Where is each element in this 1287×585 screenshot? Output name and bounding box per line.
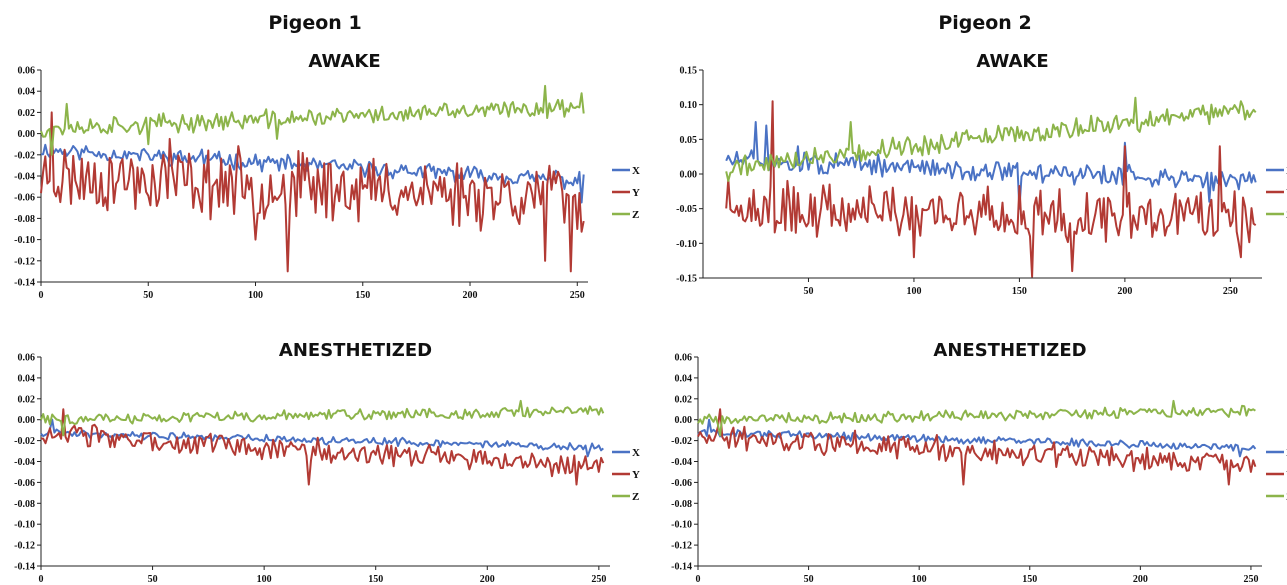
y-tick-label: -0.08 <box>671 499 692 510</box>
x-tick-label: 100 <box>912 574 927 585</box>
x-tick-label: 200 <box>1133 574 1148 585</box>
chart-panel-pigeon-2-awake: AWAKE -0.15 -0.10 -0.05 0.00 0.05 0.10 0.15 50 10… <box>676 51 1287 297</box>
x-tick-label: 200 <box>480 574 495 585</box>
y-tick-label: 0.00 <box>18 129 36 140</box>
chart-panel-pigeon-1-anesthetized: ANESTHETIZED -0.14 -0.12 -0.10 -0.08 -0.06 -0.… <box>14 340 640 585</box>
x-tick-label: 50 <box>804 574 814 585</box>
column-title-pigeon-1: Pigeon 1 <box>268 12 361 34</box>
x-tick-label: 100 <box>248 290 263 301</box>
x-tick-label: 150 <box>368 574 383 585</box>
y-tick-label: 0.02 <box>675 394 693 405</box>
y-tick-label: -0.12 <box>14 256 35 267</box>
series-line-y <box>697 408 1257 486</box>
x-tick-label: 50 <box>148 574 158 585</box>
x-tick-label: 150 <box>355 290 370 301</box>
y-tick-label: 0.00 <box>18 415 36 426</box>
y-tick-label: -0.06 <box>14 478 35 489</box>
y-tick-label: -0.02 <box>14 436 35 447</box>
x-tick-label: 0 <box>39 574 44 585</box>
y-tick-label: -0.08 <box>14 214 35 225</box>
series-line-y <box>725 100 1257 278</box>
legend-label-x: X <box>632 447 640 459</box>
chart-panel-pigeon-1-awake: AWAKE -0.14 -0.12 -0.10 -0.08 -0.06 -0.04 -0.02… <box>14 51 640 301</box>
y-tick-label: 0.02 <box>18 108 36 119</box>
y-tick-label: -0.06 <box>14 193 35 204</box>
x-tick-label: 250 <box>1243 574 1258 585</box>
x-tick-label: 0 <box>696 574 701 585</box>
chart-panel-pigeon-2-anesthetized: ANESTHETIZED -0.14 -0.12 -0.10 -0.08 -0.06 -0.… <box>671 340 1287 585</box>
y-tick-label: -0.04 <box>14 172 35 183</box>
x-tick-label: 0 <box>39 290 44 301</box>
y-tick-label: 0.02 <box>18 394 36 405</box>
x-tick-label: 150 <box>1022 574 1037 585</box>
x-tick-label: 100 <box>906 286 921 297</box>
series-line-y <box>40 408 605 486</box>
y-tick-label: -0.10 <box>14 520 35 531</box>
series-line-x <box>697 418 1257 458</box>
x-tick-label: 250 <box>570 290 585 301</box>
y-tick-label: -0.02 <box>14 150 35 161</box>
legend-label-y: Y <box>632 469 640 481</box>
panel-title: ANESTHETIZED <box>933 340 1086 361</box>
panel-title: AWAKE <box>308 51 380 72</box>
series-line-x <box>41 143 585 204</box>
y-tick-label: -0.15 <box>676 274 697 285</box>
y-tick-label: 0.04 <box>18 87 36 98</box>
column-title-pigeon-2: Pigeon 2 <box>938 12 1031 34</box>
x-tick-label: 200 <box>1117 286 1132 297</box>
y-tick-label: 0.15 <box>680 66 698 77</box>
x-tick-label: 250 <box>591 574 606 585</box>
x-tick-label: 250 <box>1223 286 1238 297</box>
series-line-x <box>40 418 604 458</box>
y-tick-label: 0.06 <box>18 353 36 364</box>
y-tick-label: -0.12 <box>14 541 35 552</box>
y-tick-label: -0.02 <box>671 436 692 447</box>
x-tick-label: 100 <box>257 574 272 585</box>
y-tick-label: -0.14 <box>14 562 35 573</box>
y-tick-label: 0.10 <box>680 100 698 111</box>
legend-label-y: Y <box>632 187 640 199</box>
legend-label-z: Z <box>632 209 639 221</box>
y-tick-label: -0.06 <box>671 478 692 489</box>
legend-label-x: X <box>632 165 640 177</box>
x-tick-label: 50 <box>803 286 813 297</box>
y-tick-label: 0.04 <box>675 373 693 384</box>
panel-title: ANESTHETIZED <box>279 340 432 361</box>
y-tick-label: -0.05 <box>676 204 697 215</box>
y-tick-label: -0.14 <box>671 562 692 573</box>
y-tick-label: 0.04 <box>18 373 36 384</box>
y-tick-label: 0.05 <box>680 135 698 146</box>
x-tick-label: 150 <box>1012 286 1027 297</box>
series-line-z <box>725 96 1257 182</box>
x-tick-label: 50 <box>143 290 153 301</box>
y-tick-label: -0.10 <box>671 520 692 531</box>
panel-title: AWAKE <box>976 51 1048 72</box>
y-tick-label: 0.06 <box>675 353 693 364</box>
series-line-z <box>697 399 1256 437</box>
legend-label-z: Z <box>632 491 639 503</box>
y-tick-label: 0.06 <box>18 66 36 77</box>
y-tick-label: 0.00 <box>675 415 693 426</box>
y-tick-label: -0.04 <box>671 457 692 468</box>
y-tick-label: -0.10 <box>14 235 35 246</box>
y-tick-label: 0.00 <box>680 170 698 181</box>
series-line-y <box>40 111 585 273</box>
y-tick-label: -0.12 <box>671 541 692 552</box>
y-tick-label: -0.04 <box>14 457 35 468</box>
y-tick-label: -0.14 <box>14 278 35 289</box>
y-tick-label: -0.10 <box>676 239 697 250</box>
x-tick-label: 200 <box>463 290 478 301</box>
series-line-z <box>40 84 585 156</box>
y-tick-label: -0.08 <box>14 499 35 510</box>
series-line-z <box>40 399 605 437</box>
